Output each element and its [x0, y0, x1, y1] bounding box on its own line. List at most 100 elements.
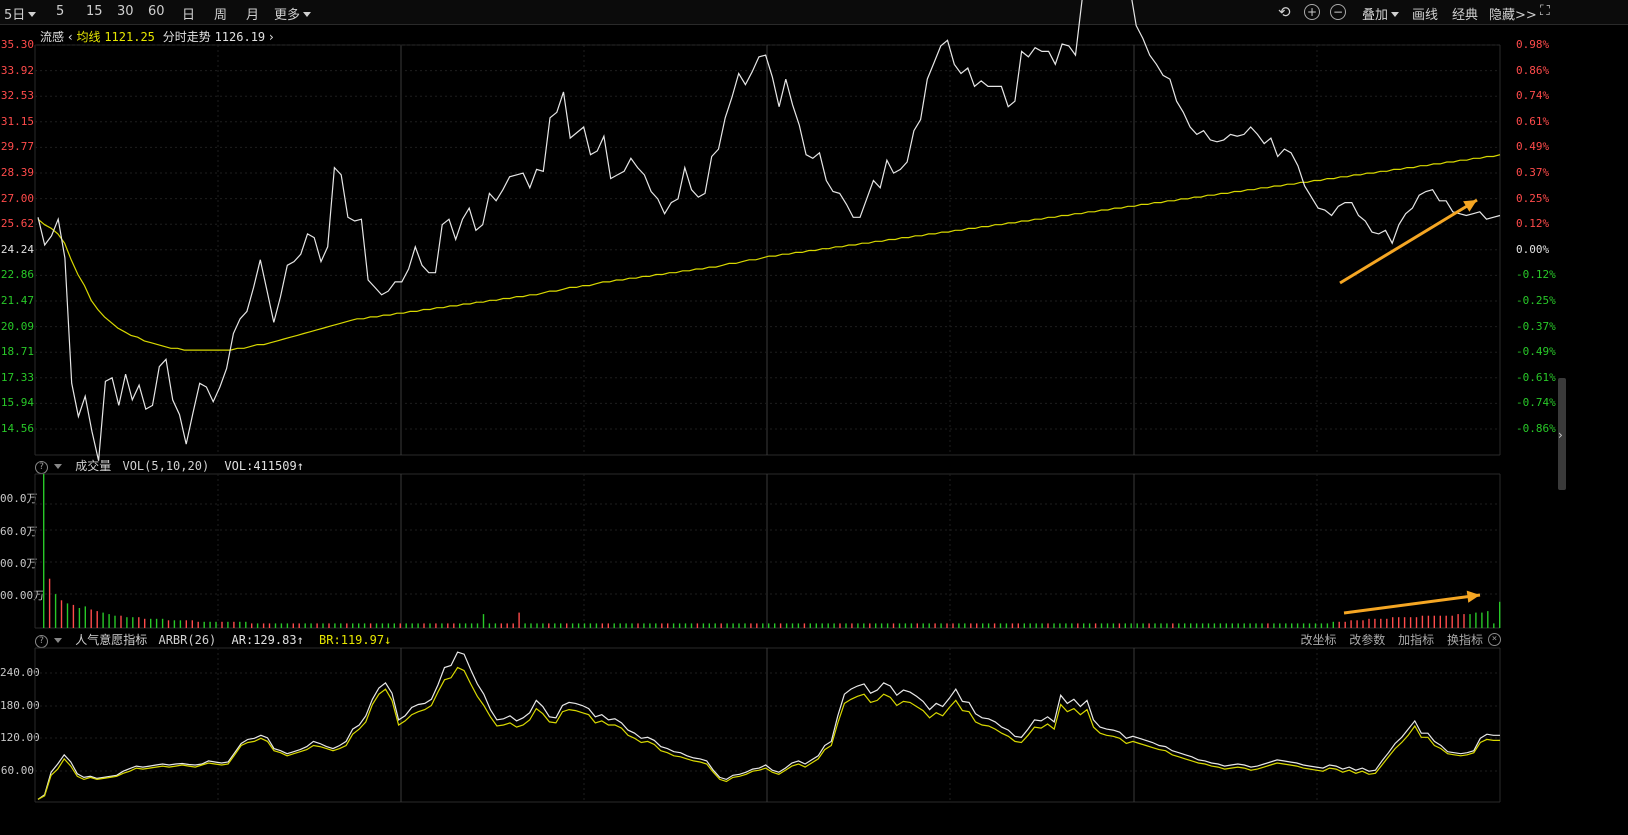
volume-bar: [625, 623, 627, 628]
volume-bar: [352, 623, 354, 628]
overlay-button[interactable]: 叠加: [1362, 4, 1400, 23]
period-5[interactable]: 5: [56, 4, 65, 19]
classic-button[interactable]: 经典: [1452, 8, 1479, 23]
fullscreen-icon[interactable]: ⛶: [1540, 3, 1550, 19]
axis-tick-label: 15.94: [0, 396, 34, 410]
volume-bar: [233, 621, 235, 628]
change-params-button[interactable]: 改参数: [1349, 633, 1386, 647]
volume-bar: [239, 621, 241, 628]
axis-tick-label: 60.00: [0, 764, 34, 777]
volume-bar: [702, 623, 705, 628]
volume-bar: [1077, 623, 1079, 628]
volume-bar: [1493, 623, 1495, 628]
volume-bar: [1219, 623, 1222, 628]
close-icon[interactable]: ×: [1488, 633, 1501, 646]
draw-line-button[interactable]: 画线: [1412, 8, 1439, 23]
volume-bar: [268, 623, 271, 628]
volume-bar: [393, 623, 395, 628]
axis-tick-label: 0.12%: [1516, 217, 1550, 231]
volume-bar: [1308, 623, 1311, 628]
volume-bar: [1469, 614, 1471, 628]
volume-bar: [530, 623, 532, 628]
volume-bar: [667, 623, 669, 628]
volume-bar: [1350, 620, 1352, 628]
add-indicator-button[interactable]: 加指标: [1398, 633, 1435, 647]
switch-indicator-button[interactable]: 换指标: [1446, 633, 1483, 647]
volume-bar: [910, 623, 913, 628]
volume-bar: [150, 618, 152, 628]
period-30[interactable]: 30: [117, 4, 134, 19]
chevron-right-icon[interactable]: ›: [1558, 428, 1563, 442]
volume-bar: [48, 578, 51, 628]
volume-bar: [589, 623, 592, 628]
volume-bar: [1338, 621, 1340, 628]
volume-panel-header: ? 成交量 VOL(5,10,20) VOL:411509↑: [35, 457, 304, 475]
br-value: 119.97: [340, 633, 385, 647]
zoom-in-icon[interactable]: +: [1304, 4, 1320, 20]
period-day[interactable]: 日: [182, 8, 196, 23]
volume-bar: [637, 623, 639, 628]
period-15[interactable]: 15: [86, 4, 103, 19]
hide-button[interactable]: 隐藏>>: [1489, 8, 1537, 23]
volume-bar: [411, 623, 413, 628]
chevron-right-icon[interactable]: ›: [268, 30, 274, 44]
volume-bar: [1065, 623, 1067, 628]
volume-bar: [209, 621, 211, 628]
axis-tick-label: -0.74%: [1516, 396, 1556, 410]
volume-bar: [84, 606, 86, 628]
price-line: [37, 0, 1501, 461]
volume-bar: [827, 623, 829, 628]
volume-title: 成交量: [75, 459, 112, 473]
undo-icon[interactable]: ⟲: [1278, 3, 1291, 21]
change-axis-button[interactable]: 改坐标: [1300, 633, 1337, 647]
volume-bar: [1320, 623, 1323, 628]
volume-bar: [952, 623, 954, 628]
period-month[interactable]: 月: [246, 8, 260, 23]
volume-bar: [328, 623, 330, 628]
volume-bar: [1178, 623, 1180, 628]
up-arrow-icon: ↑: [296, 633, 304, 647]
help-icon[interactable]: ?: [35, 461, 48, 474]
more-periods-button[interactable]: 更多: [274, 4, 312, 23]
help-icon[interactable]: ?: [35, 635, 48, 648]
axis-tick-label: 33.92: [0, 63, 34, 77]
volume-bar: [595, 623, 598, 628]
volume-bar: [197, 621, 199, 628]
volume-bar: [1231, 623, 1233, 628]
volume-bar: [1475, 612, 1477, 628]
volume-bar: [744, 623, 746, 628]
period-week[interactable]: 周: [214, 8, 228, 23]
volume-bar: [1029, 623, 1031, 628]
chevron-left-icon[interactable]: ‹: [67, 30, 73, 44]
volume-bar: [661, 623, 663, 628]
volume-bar: [1106, 623, 1109, 628]
chevron-down-icon[interactable]: [54, 638, 62, 643]
volume-bar: [976, 623, 978, 628]
zoom-out-icon[interactable]: −: [1330, 4, 1346, 20]
volume-bar: [1463, 614, 1465, 628]
main-panel-header: 流感 ‹ 均线 1121.25 分时走势 1126.19 ›: [40, 28, 274, 46]
volume-bar: [1136, 623, 1138, 628]
volume-bar: [863, 623, 865, 628]
volume-bar: [1415, 617, 1418, 628]
volume-bar: [381, 623, 384, 628]
volume-bar: [274, 623, 277, 628]
volume-bar: [399, 623, 401, 628]
chevron-down-icon[interactable]: [54, 464, 62, 469]
volume-bar: [655, 623, 657, 628]
up-arrow-icon: ↑: [296, 459, 304, 473]
volume-bar: [548, 623, 550, 628]
axis-tick-label: 31.15: [0, 114, 34, 128]
vertical-scrollbar[interactable]: [1558, 378, 1566, 490]
volume-bar: [126, 617, 128, 628]
volume-bar: [512, 623, 514, 628]
axis-tick-label: 32.53: [0, 89, 34, 103]
volume-bar: [304, 623, 306, 628]
axis-tick-label: 20.09: [0, 319, 34, 333]
period-60[interactable]: 60: [148, 4, 165, 19]
volume-bar: [1362, 620, 1364, 628]
volume-bar: [1481, 612, 1483, 628]
trend-arrows: [1339, 198, 1481, 615]
period-selector[interactable]: 5日: [4, 4, 37, 23]
volume-bar: [845, 623, 847, 628]
